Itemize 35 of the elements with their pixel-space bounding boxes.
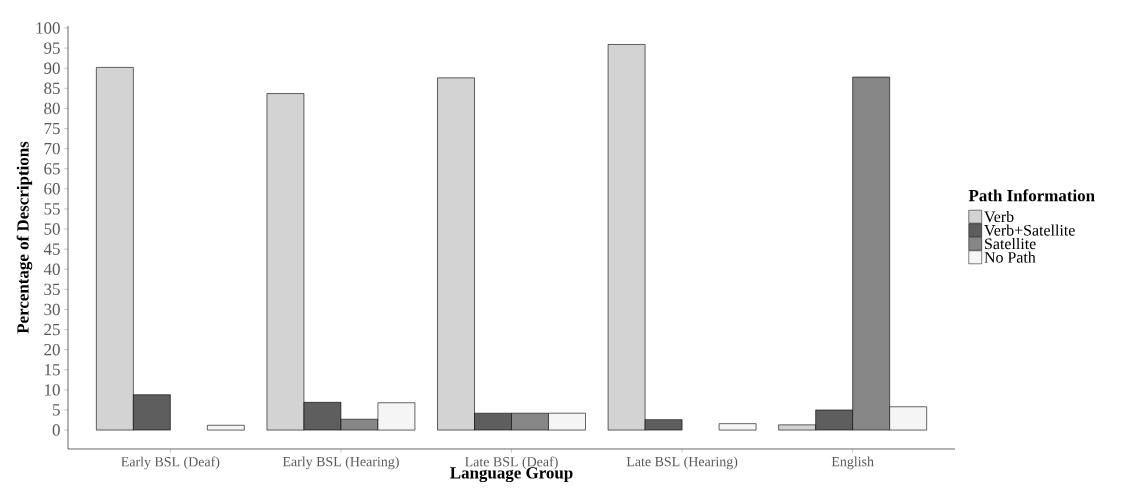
- x-tick-label: English: [831, 456, 874, 470]
- bar: [207, 424, 245, 431]
- y-tick-label: 35: [44, 283, 60, 296]
- y-tick-label: 60: [44, 183, 60, 195]
- y-tick-label: 75: [44, 122, 60, 135]
- x-tick-label: Late BSL (Deaf): [465, 456, 558, 470]
- y-tick-label: 85: [44, 82, 60, 95]
- y-tick-label: 100: [36, 22, 60, 34]
- legend-title: Path Information: [968, 189, 1095, 202]
- y-tick-label: 20: [44, 343, 60, 356]
- legend-label: Verb: [984, 210, 1014, 223]
- y-tick-label: 0: [52, 424, 60, 436]
- legend-label: Verb+Satellite: [984, 224, 1075, 236]
- y-tick-label: 25: [44, 323, 60, 336]
- y-tick-label: 40: [43, 263, 60, 275]
- y-tick-label: 65: [44, 163, 60, 175]
- y-tick-label: 80: [44, 102, 60, 115]
- x-axis-title: Language Group: [450, 467, 573, 483]
- bar: [718, 423, 757, 431]
- y-tick-label: 55: [44, 203, 60, 215]
- legend-label: No Path: [984, 251, 1036, 263]
- y-tick-label: 95: [44, 42, 60, 54]
- legend-label: Satellite: [985, 237, 1036, 250]
- y-tick-label: 90: [44, 62, 60, 74]
- y-tick-label: 15: [45, 364, 60, 376]
- x-tick-label: Early BSL (Deaf): [121, 456, 220, 470]
- x-tick-label: Early BSL (Hearing): [282, 456, 399, 470]
- x-tick-label: Late BSL (Hearing): [626, 456, 738, 470]
- y-axis-title: Percentage of Descriptions: [16, 141, 33, 334]
- y-tick-label: 45: [43, 243, 60, 255]
- y-tick-label: 30: [44, 303, 60, 316]
- y-tick-label: 70: [44, 142, 60, 155]
- y-tick-label: 5: [53, 404, 60, 416]
- y-tick-label: 50: [44, 223, 60, 235]
- y-tick-label: 10: [45, 384, 60, 396]
